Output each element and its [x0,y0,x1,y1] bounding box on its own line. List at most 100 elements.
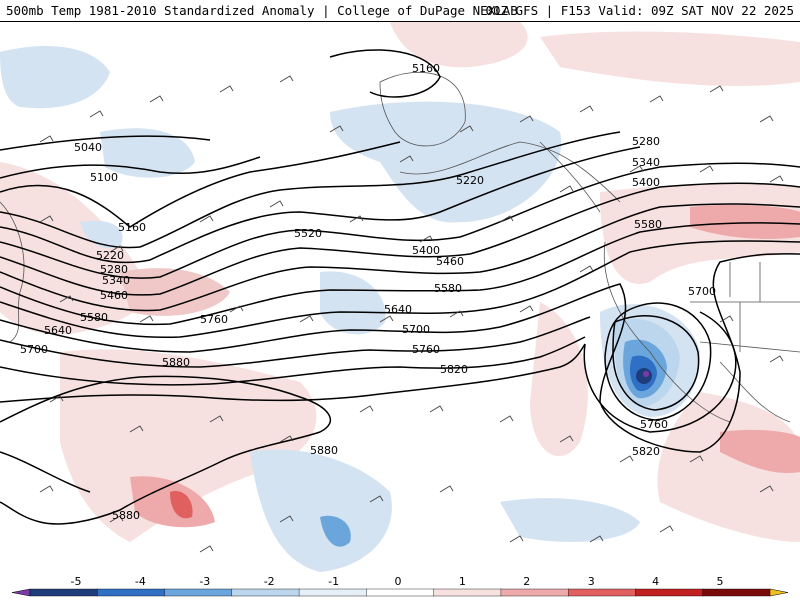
warm-anomaly-area [720,429,800,473]
colorbar-segment [231,588,300,597]
colorbar-segment [164,588,233,597]
cold-anomaly-area [320,271,386,335]
contour-label: 5820 [440,363,468,376]
contour-label: 5580 [434,282,462,295]
contour-5580 [0,240,800,339]
contour-5100 [0,156,261,179]
colorbar-bar [11,588,789,597]
colorbar-min-arrow [11,588,31,597]
warm-anomaly-area [690,204,800,239]
contour-5820-low [583,311,737,433]
contour-label: 5640 [44,324,72,337]
colorbar-tick-label: -1 [328,575,339,588]
contour-5700 [0,316,591,368]
contour-label: 5760 [412,343,440,356]
contour-5640 [0,253,800,453]
colorbar-tick-label: -3 [199,575,210,588]
contour-label: 5760 [640,418,668,431]
colorbar: -5 -4 -3 -2 -1 0 1 2 3 4 5 [0,574,800,600]
contour-label: 5400 [412,244,440,257]
height-contours [0,49,800,525]
cold-anomaly-area [320,515,351,547]
warm-anomaly-area [170,491,193,519]
colorbar-segment [702,588,771,597]
colorbar-segment [366,588,435,597]
contour-labels: 5040 5100 5160 5160 5220 5220 5280 5280 … [20,62,716,522]
warm-anomaly-area [120,268,230,316]
contour-label: 5280 [632,135,660,148]
anomaly-shading [0,22,800,572]
contour-5880 [0,375,332,525]
colorbar-segment [29,588,98,597]
cold-anomaly-area [80,220,123,249]
colorbar-segment [567,588,637,597]
contour-label: 5340 [102,274,130,287]
contour-label: 5700 [402,323,430,336]
contour-5280 [0,146,641,264]
warm-anomaly-area [530,302,588,457]
contour-label: 5460 [100,289,128,302]
cold-anomaly-area [500,498,640,542]
contour-label: 5580 [80,311,108,324]
contour-label: 5880 [310,444,338,457]
contour-label: 5760 [200,313,228,326]
contour-label: 5640 [384,303,412,316]
colorbar-tick-label: 4 [652,575,659,588]
run-info: 00Z GFS | F153 Valid: 09Z SAT NOV 22 202… [485,3,794,18]
contour-label: 5880 [112,509,140,522]
contour-label: 5340 [632,156,660,169]
colorbar-tick-label: -5 [71,575,82,588]
colorbar-tick-label: -4 [135,575,146,588]
warm-anomaly-area [540,31,800,87]
warm-anomaly-area [0,162,147,335]
contour-5400 [0,182,800,296]
wind-barbs [39,75,784,553]
contour-5040 [0,135,211,151]
cold-anomaly-area [250,449,392,572]
colorbar-tick-label: 5 [717,575,724,588]
coastlines [0,71,800,423]
warm-anomaly-area [657,392,800,542]
contour-5880-west [0,451,91,493]
contour-label: 5580 [634,218,662,231]
contour-label: 5460 [436,255,464,268]
warm-anomaly-area [390,22,528,68]
colorbar-ticks: -5 -4 -3 -2 -1 0 1 2 3 4 5 [71,575,724,588]
colorbar-segment [97,588,166,597]
contour-5760-low [612,315,700,411]
contour-label: 5880 [162,356,190,369]
colorbar-segment [433,588,502,597]
cold-anomaly-area [0,46,110,109]
contour-5460 [0,203,800,312]
contour-label: 5700 [688,285,716,298]
colorbar-segment [298,588,368,597]
map-title: 500mb Temp 1981-2010 Standardized Anomal… [6,3,518,18]
cold-anomaly-core [643,371,649,377]
colorbar-tick-label: -2 [264,575,275,588]
contour-5160 [0,141,401,228]
contour-label: 5160 [412,62,440,75]
contour-label: 5160 [118,221,146,234]
cold-anomaly-area [330,101,562,223]
contour-5340 [0,162,800,279]
contour-label: 5400 [632,176,660,189]
contour-5520 [0,222,800,326]
contour-5160-north [329,49,441,98]
warm-anomaly-area [60,349,317,542]
contour-label: 5820 [632,445,660,458]
contour-label: 5220 [456,174,484,187]
colorbar-tick-label: 0 [395,575,402,588]
contour-label: 5220 [96,249,124,262]
map-header: 500mb Temp 1981-2010 Standardized Anomal… [0,0,800,22]
contour-label: 5280 [100,263,128,276]
colorbar-segment [500,588,569,597]
contour-label: 5100 [90,171,118,184]
colorbar-tick-label: 1 [459,575,466,588]
contour-5760 [0,336,586,386]
colorbar-segment [635,588,704,597]
contour-label: 5040 [74,141,102,154]
cold-anomaly-area [100,128,195,178]
anomaly-map[interactable]: 5040 5100 5160 5160 5220 5220 5280 5280 … [0,22,800,574]
contour-label: 5520 [294,227,322,240]
colorbar-max-arrow [769,588,789,597]
